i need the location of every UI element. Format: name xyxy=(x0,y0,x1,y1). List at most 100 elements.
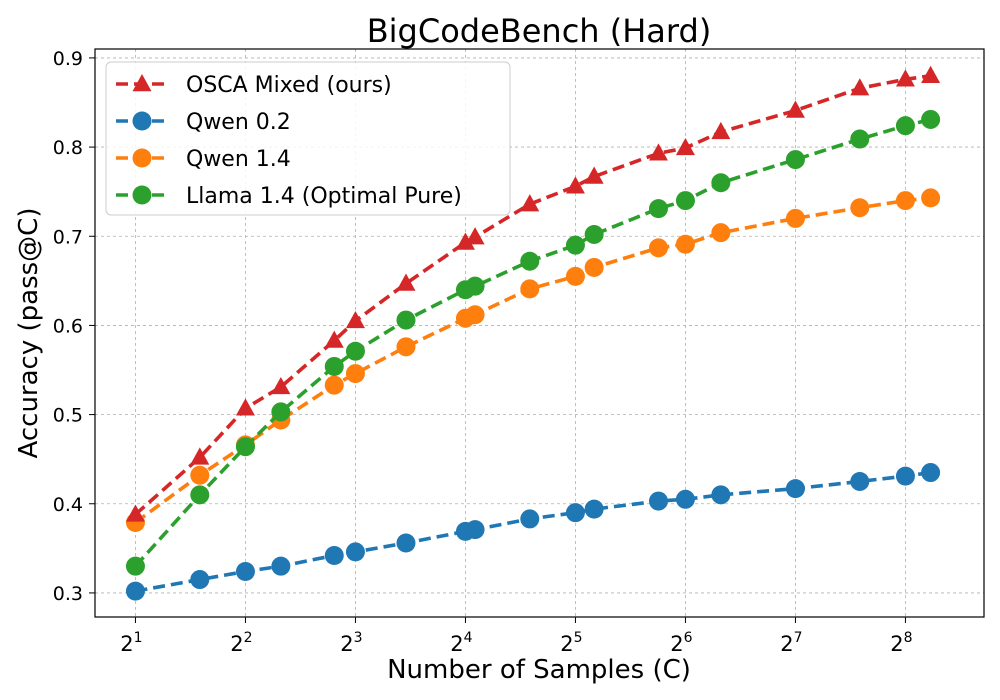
data-point xyxy=(648,199,668,219)
data-point xyxy=(324,545,344,565)
series-3 xyxy=(125,109,941,576)
data-point xyxy=(785,208,805,228)
y-tick-label: 0.9 xyxy=(53,48,83,70)
y-tick-label: 0.8 xyxy=(53,137,83,159)
data-point xyxy=(584,224,604,244)
chart-title: BigCodeBench (Hard) xyxy=(367,12,712,50)
legend-entry: Qwen 1.4 xyxy=(116,147,291,172)
data-point xyxy=(850,78,870,96)
data-point xyxy=(396,273,416,291)
data-point xyxy=(345,542,365,562)
data-point xyxy=(396,337,416,357)
legend-label: Llama 1.4 (Optimal Pure) xyxy=(186,184,462,209)
data-point xyxy=(345,364,365,384)
series-2 xyxy=(125,188,941,532)
data-point xyxy=(850,129,870,149)
legend-entry: OSCA Mixed (ours) xyxy=(116,73,392,98)
data-point xyxy=(396,310,416,330)
data-point xyxy=(565,266,585,286)
y-tick-label: 0.3 xyxy=(53,583,83,605)
data-point xyxy=(648,143,668,161)
y-tick-label: 0.5 xyxy=(53,405,83,427)
legend-label: Qwen 0.2 xyxy=(186,110,291,135)
data-point xyxy=(271,376,291,395)
y-tick-label: 0.7 xyxy=(53,226,83,248)
data-point xyxy=(190,485,210,505)
x-axis-label: Number of Samples (C) xyxy=(387,655,691,685)
data-point xyxy=(711,485,731,505)
data-point xyxy=(324,356,344,376)
data-point xyxy=(921,109,941,129)
data-point xyxy=(711,223,731,243)
data-point xyxy=(921,188,941,208)
data-point xyxy=(785,150,805,170)
legend: OSCA Mixed (ours) Qwen 0.2 Qwen 1.4 Llama 1… xyxy=(105,61,511,216)
data-point xyxy=(235,398,255,416)
data-point xyxy=(785,100,805,118)
legend-marker xyxy=(132,148,152,168)
data-point xyxy=(190,447,210,465)
data-point xyxy=(520,194,540,212)
x-tick-label: 23 xyxy=(340,630,362,656)
y-axis-label: Accuracy (pass@C) xyxy=(14,208,44,459)
series-line xyxy=(134,196,931,524)
data-point xyxy=(465,276,485,296)
data-point xyxy=(711,173,731,193)
data-point xyxy=(345,341,365,361)
data-point xyxy=(125,504,145,522)
data-point xyxy=(584,166,604,184)
data-point xyxy=(675,489,695,509)
data-point xyxy=(648,238,668,258)
data-point xyxy=(675,191,695,211)
data-point xyxy=(565,235,585,255)
legend-entry: Llama 1.4 (Optimal Pure) xyxy=(116,184,462,209)
series-layer xyxy=(125,65,941,601)
data-point xyxy=(520,279,540,299)
x-tick-label: 21 xyxy=(120,630,142,656)
data-point xyxy=(125,556,145,576)
data-point xyxy=(584,499,604,519)
data-point xyxy=(324,330,344,348)
data-point xyxy=(675,234,695,254)
data-point xyxy=(520,251,540,271)
x-tick-label: 25 xyxy=(560,630,582,656)
x-tick-label: 22 xyxy=(230,630,252,656)
legend-box xyxy=(105,61,511,216)
data-point xyxy=(190,570,210,590)
x-tick-label: 24 xyxy=(450,630,472,656)
legend-label: OSCA Mixed (ours) xyxy=(186,73,392,98)
data-point xyxy=(895,466,915,486)
data-point xyxy=(895,69,915,87)
legend-entry: Qwen 0.2 xyxy=(116,110,291,135)
legend-marker xyxy=(132,74,152,92)
data-point xyxy=(675,137,695,156)
data-point xyxy=(271,556,291,576)
x-tick-label: 26 xyxy=(670,630,692,656)
data-point xyxy=(125,581,145,601)
data-point xyxy=(235,562,255,582)
data-point xyxy=(190,465,210,485)
data-point xyxy=(785,479,805,499)
data-point xyxy=(850,198,870,218)
data-point xyxy=(648,491,668,511)
x-tick-label: 27 xyxy=(780,630,802,656)
data-point xyxy=(895,116,915,136)
data-point xyxy=(850,471,870,491)
ticks: 21 22 23 24 25 26 27 28 0.3 0.4 0.5 0.6 0.7 0.8 0.9 xyxy=(53,48,913,656)
data-point xyxy=(895,191,915,211)
data-point xyxy=(565,503,585,523)
legend-label: Qwen 1.4 xyxy=(186,147,291,172)
data-point xyxy=(235,437,255,457)
data-point xyxy=(465,520,485,540)
series-0 xyxy=(125,65,941,522)
data-point xyxy=(584,257,604,277)
y-tick-label: 0.4 xyxy=(53,494,83,516)
grid xyxy=(95,49,984,617)
plot-frame xyxy=(94,48,985,618)
x-tick-label: 28 xyxy=(890,630,912,656)
data-point xyxy=(465,227,485,245)
data-point xyxy=(345,310,365,329)
data-point xyxy=(455,232,475,250)
data-point xyxy=(565,176,585,194)
